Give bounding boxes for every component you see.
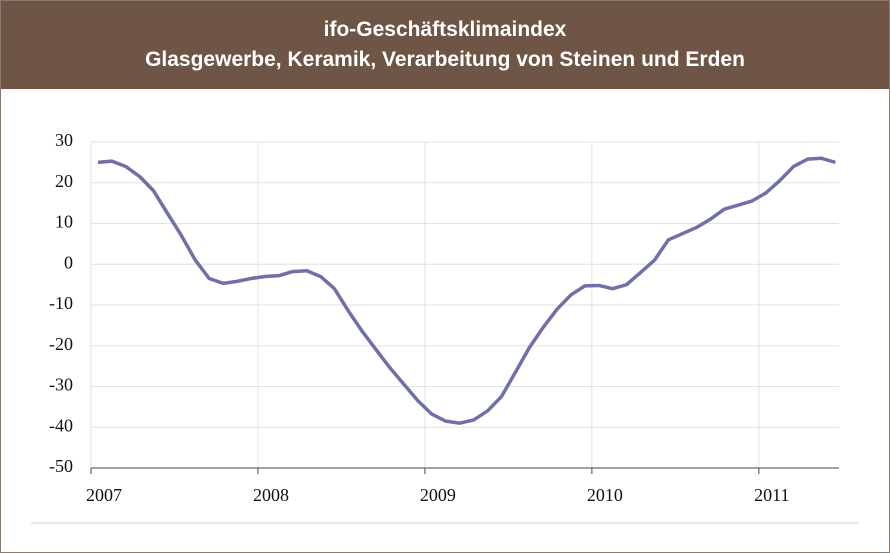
header: ifo-Geschäftsklimaindex Glasgewerbe, Ker… [1, 1, 889, 89]
y-tick-label: 10 [55, 212, 73, 232]
chart-title: ifo-Geschäftsklimaindex [323, 18, 567, 41]
y-tick-label: -10 [49, 293, 73, 313]
line-series [97, 156, 836, 425]
y-tick-label: 20 [55, 171, 73, 191]
y-tick-label: 0 [64, 252, 73, 272]
x-tick-label: 2011 [754, 485, 789, 505]
y-tick-label: 30 [55, 130, 73, 150]
y-tick-label: -20 [49, 334, 73, 354]
x-tick-label: 2009 [420, 485, 456, 505]
x-tick-label: 2010 [587, 485, 623, 505]
y-tick-label: -50 [49, 456, 73, 476]
y-tick-label: -40 [49, 415, 73, 435]
x-tick-label: 2008 [253, 485, 289, 505]
chart-subtitle: Glasgewerbe, Keramik, Verarbeitung von S… [145, 48, 745, 71]
x-tick-label: 2007 [86, 485, 122, 505]
y-tick-label: -30 [49, 375, 73, 395]
